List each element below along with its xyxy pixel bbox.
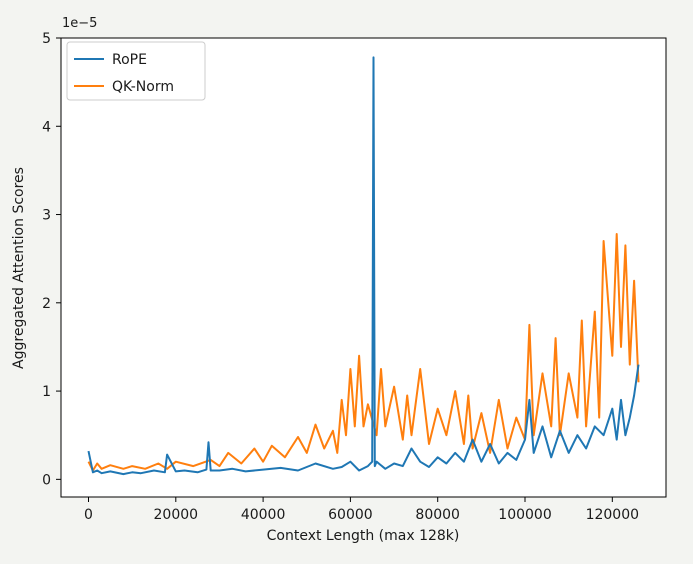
legend-label-qk-norm: QK-Norm (112, 79, 174, 95)
plot-area (61, 38, 666, 497)
x-axis: 0 20000 40000 60000 80000 100000 120000 (84, 497, 639, 523)
y-axis: 0 1 2 3 4 5 (42, 31, 61, 488)
x-tick-label: 60000 (328, 507, 373, 523)
y-tick-label: 3 (42, 208, 51, 224)
x-tick-label: 40000 (241, 507, 286, 523)
x-tick-label: 20000 (154, 507, 199, 523)
legend-label-rope: RoPE (112, 52, 147, 68)
x-tick-label: 120000 (586, 507, 639, 523)
y-tick-label: 5 (42, 31, 51, 47)
series-line-qk-norm (87, 233, 640, 472)
x-tick-label: 0 (84, 507, 93, 523)
plot-series (87, 56, 640, 476)
x-tick-label: 80000 (415, 507, 460, 523)
series-line-rope (87, 56, 640, 476)
legend: RoPE QK-Norm (66, 41, 206, 101)
plot-frame (60, 37, 667, 498)
y-offset-label: 1e−5 (62, 16, 97, 31)
y-tick-label: 4 (42, 119, 51, 135)
x-tick-label: 100000 (498, 507, 551, 523)
y-tick-label: 1 (42, 384, 51, 400)
y-tick-label: 2 (42, 296, 51, 312)
y-tick-label: 0 (42, 472, 51, 488)
x-axis-label: Context Length (max 128k) (267, 528, 460, 544)
y-axis-label: Aggregated Attention Scores (11, 167, 27, 369)
